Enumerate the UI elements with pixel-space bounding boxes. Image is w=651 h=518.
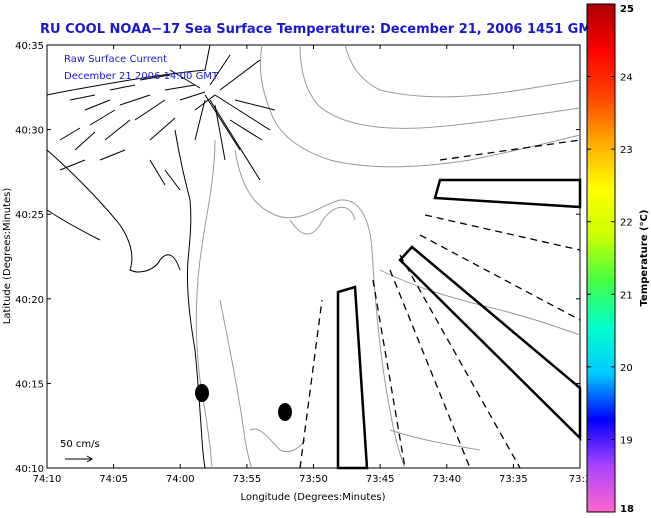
colorbar-tick-label: 22: [620, 218, 633, 229]
x-tick-label: 73:35: [499, 474, 528, 485]
bathymetry-contours: [195, 44, 581, 469]
y-tick-label: 40:20: [15, 295, 44, 306]
legend-line-2: December 21 2006 14:00 GMT: [64, 71, 219, 82]
y-tick-label: 40:15: [15, 379, 44, 390]
x-tick-label: 73:50: [299, 474, 328, 485]
colorbar: [586, 3, 616, 513]
survey-boxes: [336, 178, 582, 470]
x-tick-label: 74:00: [166, 474, 195, 485]
x-tick-label: 73:55: [232, 474, 261, 485]
page-title: RU COOL NOAA−17 Sea Surface Temperature:…: [40, 22, 601, 37]
x-tick-label: 73:3: [569, 474, 591, 485]
dashed-transect-lines: [299, 139, 581, 469]
scale-label: 50 cm/s: [60, 439, 100, 450]
x-axis-label: Longitude (Degrees:Minutes): [240, 492, 385, 503]
x-tick-label: 73:45: [366, 474, 395, 485]
colorbar-tick-label: 23: [620, 145, 633, 156]
legend-line-1: Raw Surface Current: [64, 54, 167, 65]
y-axis-label: Latitude (Degrees:Minutes): [2, 188, 13, 325]
y-axis-ticks: 40:35 40:30 40:25 40:20 40:15 40:10: [15, 41, 580, 475]
colorbar-tick-label: 20: [620, 363, 633, 374]
colorbar-ticks: 25 24 23 22 21 20 19 18: [587, 3, 634, 515]
y-tick-label: 40:25: [15, 210, 44, 221]
colorbar-tick-label: 18: [620, 504, 634, 515]
colorbar-tick-label: 19: [620, 435, 633, 446]
y-tick-label: 40:30: [15, 126, 44, 137]
y-tick-label: 40:10: [15, 464, 44, 475]
x-tick-label: 73:40: [432, 474, 461, 485]
x-axis-ticks: 74:10 74:05 74:00 73:55 73:50 73:45 73:40 73:35…: [33, 45, 591, 485]
coastline: [46, 44, 211, 469]
plot-frame: [46, 44, 581, 469]
colorbar-label: Temperature (°C): [639, 210, 650, 307]
y-tick-label: 40:35: [15, 41, 44, 52]
surface-current-vectors: [59, 54, 276, 191]
scale-arrow-head: [86, 455, 93, 463]
x-tick-label: 74:10: [33, 474, 62, 485]
colorbar-tick-label: 25: [620, 4, 634, 15]
colorbar-tick-label: 21: [620, 290, 633, 301]
x-tick-label: 74:05: [99, 474, 128, 485]
station-marker-2: [278, 403, 292, 421]
station-marker-1: [195, 384, 209, 402]
colorbar-tick-label: 24: [620, 73, 633, 84]
